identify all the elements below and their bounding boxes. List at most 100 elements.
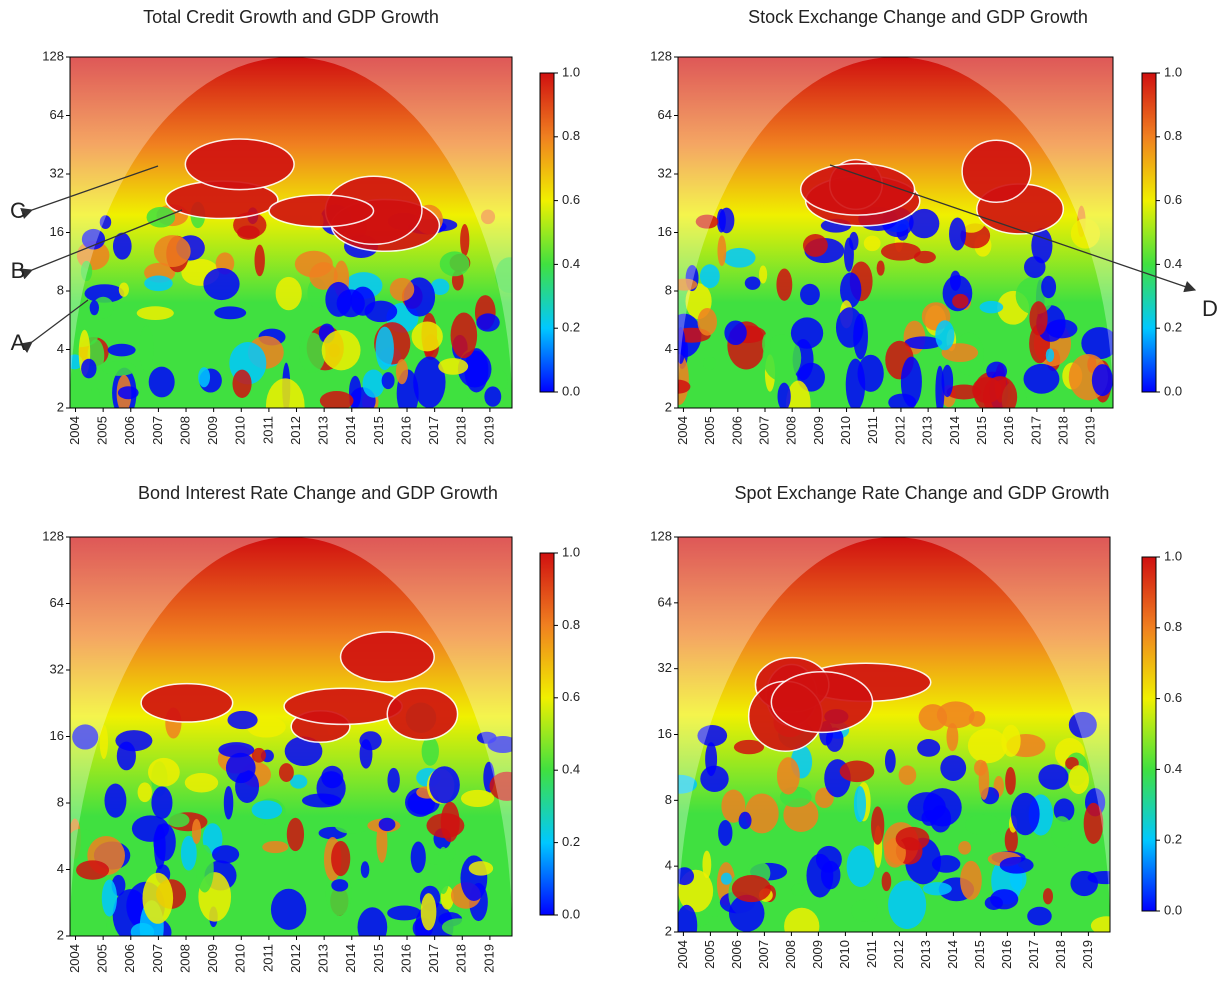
annotation-label: D	[1202, 296, 1218, 321]
coherence-blob	[381, 372, 395, 390]
colorbar-tick-label: 0.2	[562, 320, 580, 335]
coherence-blob	[378, 817, 396, 832]
colorbar-tick-label: 0.8	[1164, 128, 1182, 143]
x-tick-label: 2007	[756, 416, 771, 445]
coherence-blob	[964, 814, 1003, 836]
coherence-blob	[357, 907, 388, 936]
coherence-blob	[802, 234, 828, 257]
coherence-blob	[762, 334, 802, 382]
coherence-blob	[918, 704, 948, 731]
coherence-blob	[853, 313, 868, 360]
heatmap-field	[678, 57, 1113, 408]
coherence-blob	[420, 893, 437, 931]
x-tick-label: 2004	[67, 944, 82, 973]
coherence-blob	[232, 369, 252, 398]
x-tick-label: 2019	[1080, 940, 1095, 969]
x-tick-label: 2006	[122, 416, 137, 445]
x-tick-label: 2016	[1001, 416, 1016, 445]
coherence-blob	[1050, 816, 1073, 849]
coherence-blob	[184, 772, 219, 793]
coherence-blob	[863, 235, 881, 252]
coherence-blob	[1005, 766, 1016, 795]
x-tick-label: 2018	[1056, 416, 1071, 445]
colorbar-tick-label: 0.2	[562, 834, 580, 849]
coherence-blob	[116, 741, 136, 771]
coherence-blob	[429, 766, 460, 804]
y-tick-label: 4	[57, 861, 64, 876]
coherence-blob	[139, 325, 154, 373]
coherence-blob	[290, 774, 308, 789]
coherence-blob	[265, 378, 305, 408]
x-tick-label: 2010	[233, 416, 248, 445]
colorbar-tick-label: 1.0	[1164, 64, 1182, 79]
coherence-blob	[480, 209, 496, 225]
coherence-blob	[191, 818, 202, 844]
coherence-blob	[331, 879, 349, 892]
coherence-blob	[678, 904, 698, 932]
coherence-blob	[153, 235, 191, 268]
coherence-blob	[949, 270, 961, 291]
y-tick-label: 128	[42, 528, 64, 543]
significant-region	[799, 162, 916, 216]
coherence-blob	[1068, 765, 1089, 795]
x-tick-label: 2019	[1083, 416, 1098, 445]
coherence-blob	[198, 367, 211, 388]
x-tick-label: 2008	[177, 416, 192, 445]
annotation-label: B	[11, 258, 26, 283]
x-tick-label: 2008	[177, 944, 192, 973]
cone-of-influence	[678, 537, 1110, 932]
coherence-blob	[700, 765, 729, 792]
colorbar-tick-label: 1.0	[1164, 548, 1182, 563]
coherence-blob	[697, 307, 717, 336]
y-tick-label: 64	[50, 595, 64, 610]
coherence-blob	[716, 208, 726, 233]
coherence-blob	[476, 313, 500, 332]
coherence-blob	[857, 354, 884, 392]
coherence-blob	[223, 786, 234, 820]
coherence-blob	[167, 812, 190, 828]
x-tick-label: 2014	[947, 416, 962, 445]
coherence-blob	[146, 206, 176, 228]
x-tick-label: 2015	[371, 944, 386, 973]
y-tick-label: 32	[50, 661, 64, 676]
x-tick-label: 2006	[729, 416, 744, 445]
coherence-blob	[721, 789, 746, 823]
y-tick-label: 16	[658, 726, 672, 741]
coherence-blob	[728, 894, 765, 932]
significant-region	[339, 631, 435, 683]
coherence-blob	[203, 267, 240, 301]
x-tick-label: 2015	[371, 416, 386, 445]
coherence-blob	[148, 366, 175, 398]
colorbar-tick-label: 0.6	[562, 192, 580, 207]
annotation-label: A	[11, 330, 26, 355]
y-tick-label: 2	[665, 399, 672, 414]
coherence-blob	[84, 284, 125, 303]
coherence-blob	[678, 379, 691, 394]
x-tick-label: 2004	[675, 416, 690, 445]
coherence-blob	[941, 364, 954, 398]
coherence-blob	[984, 896, 1003, 910]
coherence-blob	[360, 861, 370, 878]
annotation-arrow	[20, 209, 183, 280]
coherence-blob	[144, 275, 173, 292]
coherence-blob	[790, 317, 824, 349]
significant-region	[140, 682, 234, 723]
y-tick-label: 8	[57, 282, 64, 297]
colorbar-tick-label: 0.4	[562, 762, 580, 777]
y-tick-label: 2	[665, 923, 672, 938]
chart-title: Bond Interest Rate Change and GDP Growth	[138, 483, 498, 503]
x-tick-label: 2009	[810, 940, 825, 969]
coherence-blob	[904, 336, 943, 350]
colorbar	[1141, 556, 1157, 912]
coherence-blob	[101, 879, 118, 917]
y-tick-label: 128	[42, 48, 64, 63]
annotation-arrow	[20, 299, 89, 353]
x-tick-label: 2012	[288, 944, 303, 973]
significant-region	[283, 687, 403, 726]
colorbar-tick-label: 0.8	[1164, 619, 1182, 634]
coherence-blob	[81, 228, 106, 250]
x-tick-label: 2010	[838, 416, 853, 445]
x-tick-label: 2018	[454, 944, 469, 973]
chart-title: Stock Exchange Change and GDP Growth	[748, 7, 1088, 27]
